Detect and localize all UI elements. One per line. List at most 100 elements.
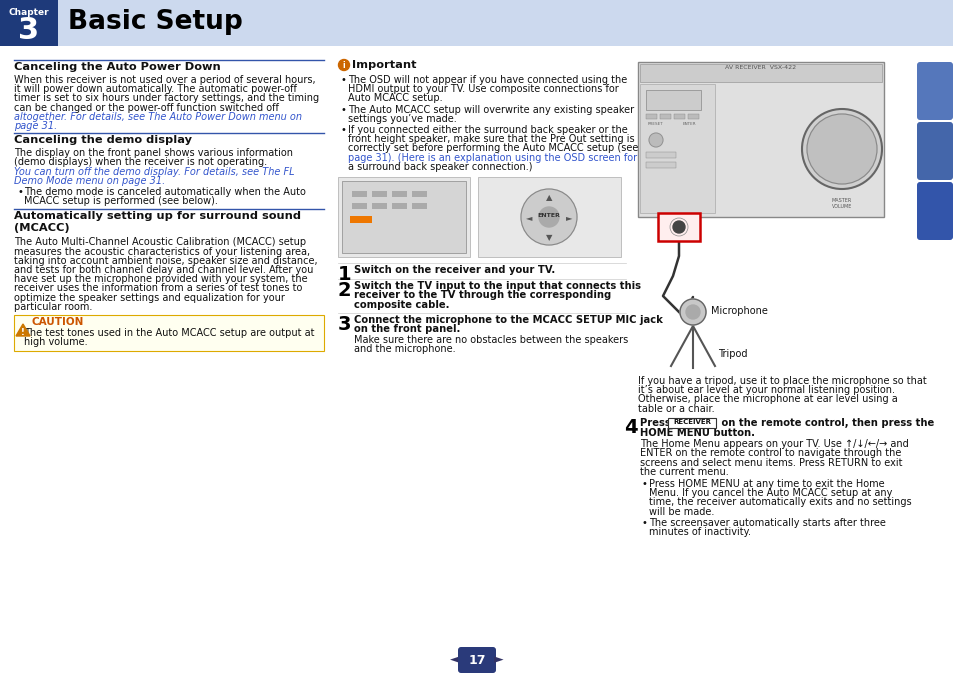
Text: The screensaver automatically starts after three: The screensaver automatically starts aft… [648,518,885,528]
Text: Auto MCACC setup.: Auto MCACC setup. [348,94,442,103]
Text: ►: ► [494,654,503,667]
Text: ENTER: ENTER [537,213,559,218]
Bar [350,216,372,223]
Text: RECEIVER: RECEIVER [672,419,710,425]
Text: ▲: ▲ [545,193,552,202]
Text: Canceling the demo display: Canceling the demo display [14,135,192,145]
Text: ◄: ◄ [450,654,459,667]
Bar [372,191,387,197]
Text: •: • [340,75,347,85]
Text: receiver uses the information from a series of test tones to: receiver uses the information from a ser… [14,283,302,293]
Circle shape [801,109,882,189]
Text: •: • [18,187,24,197]
Text: can be changed or the power-off function switched off: can be changed or the power-off function… [14,102,278,113]
Text: i: i [342,61,345,70]
Text: Basic Setup: Basic Setup [68,9,242,35]
Text: 2: 2 [337,281,352,300]
Bar [352,203,367,209]
Text: (demo displays) when the receiver is not operating.: (demo displays) when the receiver is not… [14,158,267,167]
Text: optimize the speaker settings and equalization for your: optimize the speaker settings and equali… [14,293,285,303]
Text: Important: Important [352,60,416,70]
Text: PRESET: PRESET [647,122,663,126]
Text: altogether. For details, see The Auto Power Down menu on: altogether. For details, see The Auto Po… [14,112,302,122]
Bar [412,203,427,209]
Text: •: • [641,518,647,528]
Text: The display on the front panel shows various information: The display on the front panel shows var… [14,148,293,158]
Text: composite cable.: composite cable. [354,300,449,309]
Text: If you have a tripod, use it to place the microphone so that: If you have a tripod, use it to place th… [638,376,925,386]
Bar [412,191,427,197]
Text: it’s about ear level at your normal listening position.: it’s about ear level at your normal list… [638,386,894,395]
Bar [639,64,882,82]
Text: The OSD will not appear if you have connected using the: The OSD will not appear if you have conn… [348,75,626,85]
Text: ▼: ▼ [545,233,552,242]
Text: Otherwise, place the microphone at ear level using a: Otherwise, place the microphone at ear l… [638,394,897,404]
Text: measures the acoustic characteristics of your listening area,: measures the acoustic characteristics of… [14,247,310,257]
Text: page 31.: page 31. [14,121,57,131]
FancyBboxPatch shape [916,122,952,180]
Bar [645,114,657,119]
Text: HOME MENU button.: HOME MENU button. [639,428,754,438]
Text: taking into account ambient noise, speaker size and distance,: taking into account ambient noise, speak… [14,256,317,266]
Text: the current menu.: the current menu. [639,467,728,477]
Bar [0,0,953,46]
Text: The Auto Multi-Channel Acoustic Calibration (MCACC) setup: The Auto Multi-Channel Acoustic Calibrat… [14,237,306,247]
Polygon shape [16,324,30,336]
Bar [392,203,407,209]
Text: 17: 17 [468,654,485,667]
Text: •: • [18,328,24,338]
Text: screens and select menu items. Press RETURN to exit: screens and select menu items. Press RET… [639,458,902,468]
Text: 3: 3 [337,315,351,334]
FancyBboxPatch shape [457,647,496,673]
Text: The demo mode is canceled automatically when the Auto: The demo mode is canceled automatically … [24,187,306,197]
Text: page 31). (Here is an explanation using the OSD screen for: page 31). (Here is an explanation using … [348,152,637,162]
Text: Press: Press [639,418,674,428]
Text: correctly set before performing the Auto MCACC setup (see: correctly set before performing the Auto… [348,144,638,154]
Circle shape [538,207,558,227]
Text: and the microphone.: and the microphone. [354,344,456,355]
Bar [352,191,367,197]
Text: !: ! [21,328,25,337]
Bar [0,0,58,46]
Text: The test tones used in the Auto MCACC setup are output at: The test tones used in the Auto MCACC se… [24,328,314,338]
Bar [673,114,684,119]
Text: If you connected either the surround back speaker or the: If you connected either the surround bac… [348,125,627,135]
Text: settings you’ve made.: settings you’ve made. [348,114,456,124]
Text: have set up the microphone provided with your system, the: have set up the microphone provided with… [14,274,307,284]
Text: Switch the TV input to the input that connects this: Switch the TV input to the input that co… [354,281,640,291]
Text: and tests for both channel delay and channel level. After you: and tests for both channel delay and cha… [14,265,313,275]
Text: (MCACC): (MCACC) [14,223,70,233]
Text: Press HOME MENU at any time to exit the Home: Press HOME MENU at any time to exit the … [648,479,883,489]
Text: Automatically setting up for surround sound: Automatically setting up for surround so… [14,212,301,221]
Text: Connect the microphone to the MCACC SETUP MIC jack: Connect the microphone to the MCACC SETU… [354,315,662,325]
Text: 1: 1 [337,265,352,284]
Text: ENTER: ENTER [682,122,696,126]
Text: ◄: ◄ [525,213,532,222]
Text: •: • [641,479,647,489]
Text: The Home Menu appears on your TV. Use ↑/↓/←/→ and: The Home Menu appears on your TV. Use ↑/… [639,439,908,449]
Text: Make sure there are no obstacles between the speakers: Make sure there are no obstacles between… [354,335,628,345]
Circle shape [685,305,700,319]
Text: minutes of inactivity.: minutes of inactivity. [648,527,750,537]
Circle shape [672,221,684,233]
Text: AV RECEIVER  VSX-422: AV RECEIVER VSX-422 [724,65,796,70]
Bar [14,315,324,351]
Text: •: • [340,104,347,115]
Bar [392,191,407,197]
FancyBboxPatch shape [916,182,952,240]
Text: Switch on the receiver and your TV.: Switch on the receiver and your TV. [354,265,555,275]
Text: a surround back speaker connection.): a surround back speaker connection.) [348,162,532,172]
Text: When this receiver is not used over a period of several hours,: When this receiver is not used over a pe… [14,75,315,85]
Circle shape [648,133,662,147]
Bar [659,114,670,119]
Text: ►: ► [565,213,572,222]
Text: timer is set to six hours under factory settings, and the timing: timer is set to six hours under factory … [14,94,319,103]
Text: high volume.: high volume. [24,337,88,347]
Text: Chapter: Chapter [9,8,50,17]
Bar [639,84,714,213]
Text: ENTER on the remote control to navigate through the: ENTER on the remote control to navigate … [639,448,901,458]
Text: CAUTION: CAUTION [32,317,84,327]
Bar [638,62,883,217]
Text: 4: 4 [623,418,637,437]
Text: on the front panel.: on the front panel. [354,324,460,334]
